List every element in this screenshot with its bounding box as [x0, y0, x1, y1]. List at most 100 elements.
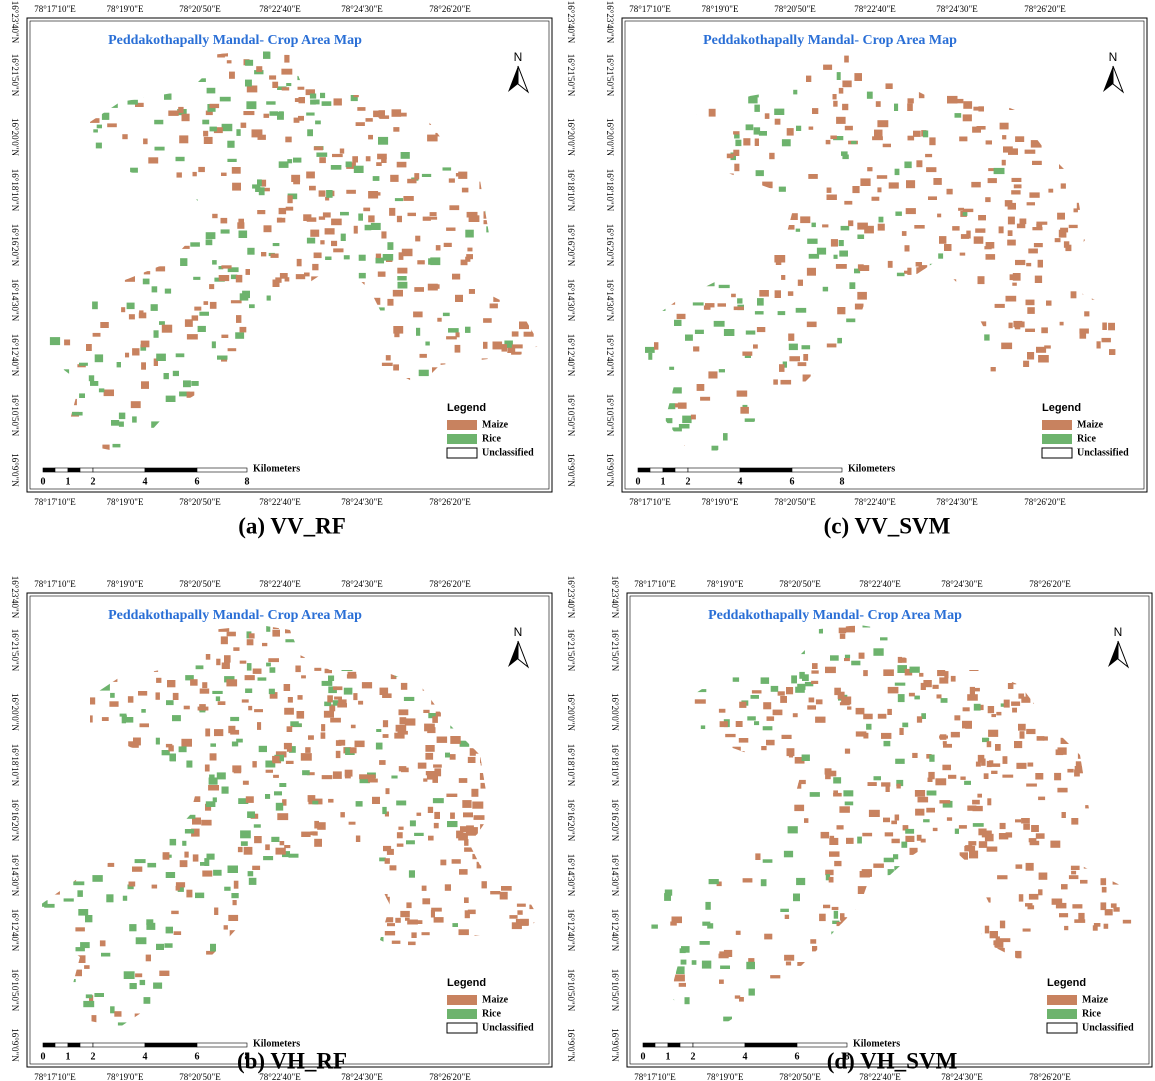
crop-patch — [359, 255, 366, 261]
crop-patch — [516, 919, 521, 925]
crop-patch — [170, 839, 177, 846]
crop-patch — [987, 847, 998, 852]
crop-patch — [141, 341, 150, 348]
crop-patch — [148, 157, 158, 163]
crop-patch — [845, 749, 850, 754]
crop-patch — [171, 911, 179, 914]
crop-patch — [972, 800, 980, 805]
crop-patch — [169, 754, 176, 762]
crop-patch — [1111, 903, 1117, 907]
crop-patch — [356, 801, 363, 807]
crop-patch — [897, 273, 905, 277]
crop-patch — [914, 696, 920, 700]
crop-patch — [967, 694, 978, 701]
crop-patch — [798, 362, 807, 366]
crop-patch — [778, 311, 786, 315]
crop-patch — [725, 734, 735, 737]
crop-patch — [190, 679, 198, 686]
crop-patch — [468, 757, 476, 763]
crop-patch — [968, 841, 976, 845]
crop-patch — [681, 960, 687, 965]
crop-patch — [331, 165, 342, 170]
crop-patch — [830, 655, 839, 660]
crop-patch — [973, 823, 984, 827]
crop-patch — [776, 257, 782, 265]
crop-patch — [353, 693, 357, 700]
crop-patch — [354, 226, 358, 234]
crop-patch — [791, 675, 797, 683]
crop-patch — [937, 214, 941, 218]
crop-patch — [207, 88, 216, 94]
crop-patch — [258, 677, 267, 680]
crop-patch — [735, 140, 741, 146]
lon-label: 78°19'0"E — [707, 579, 744, 589]
lat-label: 16°18'10"N — [566, 744, 576, 787]
crop-patch — [520, 919, 529, 926]
crop-patch — [471, 789, 478, 797]
crop-patch — [881, 782, 890, 786]
lon-label: 78°26'20"E — [1024, 4, 1066, 14]
crop-patch — [405, 718, 416, 725]
crop-patch — [1025, 329, 1035, 332]
crop-patch — [415, 236, 420, 242]
crop-patch — [742, 352, 752, 356]
crop-patch — [933, 685, 939, 689]
lon-label: 78°17'10"E — [34, 579, 76, 589]
crop-patch — [156, 692, 160, 699]
crop-patch — [474, 815, 485, 820]
crop-patch — [286, 207, 294, 211]
crop-patch — [312, 801, 318, 805]
crop-patch — [319, 157, 326, 163]
crop-patch — [984, 334, 989, 340]
crop-patch — [185, 829, 194, 834]
crop-patch — [948, 775, 956, 779]
crop-patch — [912, 753, 917, 758]
crop-patch — [874, 130, 883, 138]
crop-patch — [376, 729, 381, 732]
scale-label: 1 — [666, 1051, 671, 1062]
lon-label: 78°24'30"E — [341, 497, 383, 507]
crop-patch — [416, 328, 420, 336]
crop-patch — [975, 228, 985, 232]
crop-patch — [685, 335, 693, 341]
scale-segment — [792, 468, 842, 472]
lon-label: 78°24'30"E — [341, 4, 383, 14]
crop-patch — [978, 215, 986, 220]
crop-patch — [707, 923, 713, 928]
crop-patch — [784, 851, 793, 858]
crop-patch — [285, 137, 291, 143]
crop-patch — [778, 691, 785, 695]
crop-patch — [512, 344, 523, 348]
crop-patch — [1032, 161, 1042, 165]
crop-patch — [873, 864, 884, 868]
crop-patch — [266, 101, 275, 104]
crop-patch — [984, 246, 991, 249]
crop-patch — [845, 655, 850, 659]
crop-patch — [915, 809, 924, 816]
crop-patch — [156, 944, 164, 950]
crop-patch — [386, 355, 391, 360]
crop-patch — [739, 702, 746, 708]
crop-patch — [1038, 260, 1043, 268]
crop-patch — [259, 187, 265, 195]
crop-patch — [1023, 361, 1029, 367]
crop-patch — [452, 923, 458, 927]
crop-patch — [104, 390, 114, 397]
crop-patch — [1027, 307, 1035, 314]
crop-patch — [752, 690, 762, 693]
crop-patch — [788, 334, 794, 341]
crop-patch — [954, 715, 960, 720]
crop-patch — [986, 140, 992, 144]
scale-label: 6 — [795, 1051, 800, 1062]
crop-patch — [855, 304, 864, 310]
crop-patch — [179, 135, 188, 143]
crop-patch — [291, 175, 300, 182]
crop-patch — [351, 725, 356, 729]
crop-patch — [423, 778, 427, 781]
crop-patch — [85, 915, 92, 922]
scale-label: 6 — [195, 1051, 200, 1062]
crop-patch — [781, 275, 785, 280]
crop-patch — [1084, 311, 1089, 316]
lat-label: 16°23'40"N — [566, 576, 576, 619]
crop-patch — [976, 762, 981, 767]
